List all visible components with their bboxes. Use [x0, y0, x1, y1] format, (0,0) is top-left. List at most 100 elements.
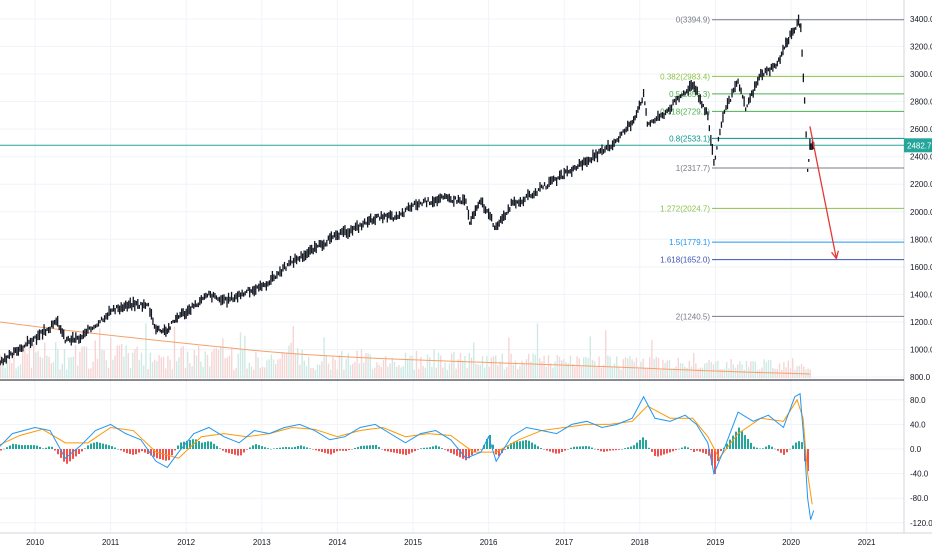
macd-histogram-bar	[249, 447, 251, 449]
volume-bar	[70, 357, 72, 378]
volume-bar	[787, 360, 789, 378]
macd-histogram-bar	[543, 449, 545, 450]
volume-bar	[792, 358, 794, 378]
volume-bar	[800, 363, 803, 378]
volume-bar	[8, 350, 11, 378]
volume-bar	[149, 352, 151, 378]
macd-histogram-bar	[606, 449, 608, 452]
macd-histogram-bar	[762, 448, 764, 449]
volume-bar	[807, 368, 809, 378]
volume-bar	[605, 330, 607, 378]
macd-histogram-bar	[123, 449, 125, 452]
fib-level-label: 1.272(2024.7)	[660, 204, 710, 213]
macd-histogram-bar	[507, 446, 509, 449]
volume-bar	[59, 369, 61, 378]
macd-histogram-bar	[534, 444, 536, 449]
volume-bar	[220, 346, 222, 378]
volume-bar	[239, 332, 242, 378]
volume-bar	[457, 359, 459, 378]
macd-histogram-bar	[207, 441, 209, 449]
volume-bar	[393, 361, 396, 378]
time-tick-label: 2012	[177, 538, 195, 547]
price-axis[interactable]: 3400.0 3200.0 3000.0 2800.0 2600.0 2400.0 2200…	[904, 15, 932, 382]
volume-bar	[292, 326, 294, 378]
macd-histogram-bar	[459, 449, 461, 458]
volume-bar	[576, 356, 578, 378]
volume-bar	[719, 369, 721, 378]
macd-histogram-bar	[738, 427, 740, 449]
volume-bar	[699, 367, 701, 378]
forecast-arrow[interactable]	[809, 126, 839, 261]
volume-bar	[147, 369, 149, 378]
macd-tick-label: 0.0	[910, 445, 922, 454]
volume-bar	[697, 368, 699, 378]
macd-histogram-bar	[228, 449, 230, 454]
macd-histogram-bar	[714, 449, 716, 474]
current-price-label: 2482.7	[907, 141, 932, 150]
volume-bar	[728, 368, 730, 378]
volume-bar	[543, 355, 545, 378]
volume-bar	[215, 348, 217, 378]
macd-histogram-bar	[801, 442, 803, 449]
macd-axis[interactable]: 80.0 40.0 0.0 -40.0 -80.0 -120.0	[910, 396, 932, 528]
macd-histogram-bar	[687, 447, 689, 449]
macd-histogram-bar	[570, 447, 572, 449]
volume-bar	[803, 366, 805, 378]
volume-bar	[360, 349, 363, 378]
macd-histogram-bar	[573, 446, 575, 449]
macd-histogram-bar	[144, 449, 146, 453]
volume-bar	[52, 362, 55, 378]
macd-histogram-bar	[288, 447, 290, 449]
volume-bar	[22, 350, 24, 378]
volume-bar	[145, 323, 147, 378]
macd-histogram-bar	[780, 449, 782, 453]
volume-bar	[730, 359, 732, 378]
macd-histogram-bar	[57, 449, 59, 455]
macd-histogram-bar	[234, 449, 236, 455]
macd-histogram-bar	[390, 449, 392, 453]
volume-bar	[759, 369, 761, 378]
volume-bar	[484, 367, 486, 378]
volume-bar	[312, 367, 314, 378]
volume-bar	[66, 369, 68, 378]
volume-bar	[114, 355, 116, 378]
volume-bar	[143, 365, 145, 378]
volume-bar	[246, 368, 248, 378]
macd-histogram-bar	[72, 449, 74, 459]
macd-histogram-bar	[456, 449, 458, 456]
volume-bar	[589, 336, 591, 378]
volume-bar	[266, 360, 268, 378]
macd-histogram-bar	[267, 448, 269, 449]
macd-histogram-bar	[630, 446, 632, 449]
volume-bar	[569, 355, 572, 378]
macd-histogram-bar	[621, 448, 623, 450]
price-series[interactable]	[0, 14, 815, 370]
volume-bar	[495, 355, 497, 378]
macd-histogram-bar	[513, 441, 515, 449]
volume-bar	[602, 364, 605, 378]
volume-bar	[35, 352, 37, 378]
volume-bar	[123, 356, 125, 378]
volume-bar	[50, 363, 52, 378]
macd-panel[interactable]	[0, 392, 815, 520]
volume-bar	[426, 354, 429, 378]
macd-histogram-bar	[351, 449, 353, 450]
fibonacci-levels[interactable]: 0(3394.9) 0.382(2983.4) 0.5(2856.3) 0.618(2…	[0, 16, 904, 322]
macd-histogram-bar	[657, 449, 659, 457]
macd-histogram-bar	[453, 449, 455, 455]
volume-bar	[349, 365, 352, 378]
macd-histogram-bar	[0, 449, 2, 451]
volume-bar	[596, 367, 598, 378]
volume-bar	[118, 345, 121, 378]
time-axis[interactable]: 2010 2011 2012 2013 2014 2015 2016 2017 2018 2019…	[26, 538, 876, 547]
volume-bar	[204, 351, 206, 378]
macd-histogram-bar	[339, 449, 341, 451]
volume-bar	[354, 361, 356, 378]
macd-histogram-bar	[420, 448, 422, 449]
macd-histogram-bar	[654, 449, 656, 456]
volume-bar	[756, 369, 759, 378]
volume-bar	[437, 352, 440, 378]
volume-bar	[202, 366, 204, 378]
volume-bar	[101, 349, 103, 378]
